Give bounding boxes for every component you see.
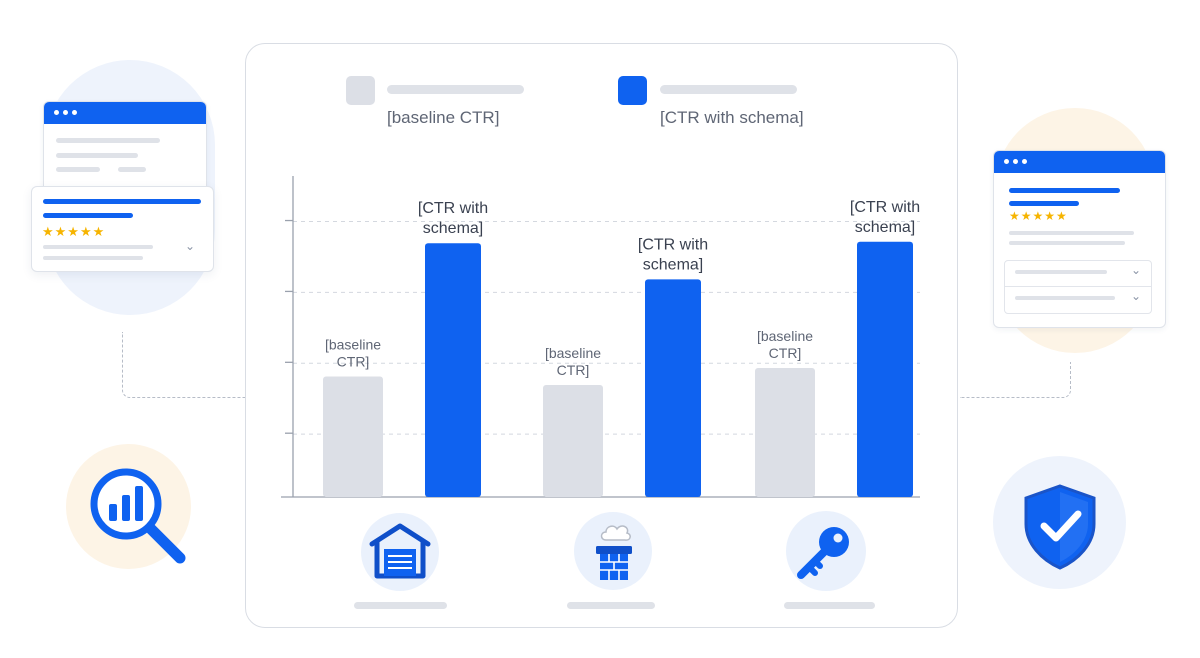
legend-schema-label: [CTR with schema] xyxy=(660,108,804,127)
left-search-result-card: ★★★★★ ⌄ xyxy=(31,186,214,272)
category-3-placeholder-line xyxy=(784,602,875,609)
data-label-baseline-1-line-2: CTR] xyxy=(337,353,370,369)
right-chevron-down-icon-2: ⌄ xyxy=(1131,289,1142,303)
right-window-titlebar xyxy=(994,151,1165,173)
data-label-baseline-3-line-2: CTR] xyxy=(769,345,802,361)
chimney-icon xyxy=(590,518,638,582)
legend-baseline-label: [baseline CTR] xyxy=(387,108,500,127)
data-label-baseline-2-line-2: CTR] xyxy=(557,362,590,378)
left-chevron-down-icon: ⌄ xyxy=(185,239,196,253)
right-browser-window: ★★★★★ ⌄ ⌄ xyxy=(993,150,1166,328)
data-label-schema-2-line-2: schema] xyxy=(643,256,703,273)
right-chevron-down-icon-1: ⌄ xyxy=(1131,263,1142,277)
left-window-titlebar xyxy=(44,102,206,124)
right-dashed-connector xyxy=(960,362,1071,398)
key-icon xyxy=(796,521,856,581)
data-label-schema-3-line-1: [CTR with xyxy=(850,199,920,216)
left-dashed-connector xyxy=(122,332,246,398)
bar-schema-2 xyxy=(645,279,701,497)
legend-baseline-swatch xyxy=(346,76,375,105)
data-label-schema-1-line-2: schema] xyxy=(423,220,483,237)
shield-check-icon xyxy=(1020,482,1100,572)
data-label-schema-2-line-1: [CTR with xyxy=(638,236,708,253)
data-label-baseline-1-line-1: [baseline xyxy=(325,336,381,352)
left-rating-stars: ★★★★★ xyxy=(42,224,106,239)
legend-baseline-placeholder-line xyxy=(387,85,524,94)
bar-baseline-1 xyxy=(323,376,383,497)
bar-baseline-2 xyxy=(543,384,603,497)
data-label-baseline-3-line-1: [baseline xyxy=(757,328,813,344)
data-label-schema-1-line-1: [CTR with xyxy=(418,200,488,217)
right-rating-stars: ★★★★★ xyxy=(1009,209,1068,223)
garage-icon xyxy=(369,522,431,580)
bar-baseline-3 xyxy=(755,367,815,497)
bar-schema-1 xyxy=(425,243,481,497)
legend-schema-placeholder-line xyxy=(660,85,797,94)
bar-schema-3 xyxy=(857,241,913,497)
category-2-placeholder-line xyxy=(567,602,655,609)
data-label-baseline-2-line-1: [baseline xyxy=(545,345,601,361)
search-analytics-icon xyxy=(88,466,188,566)
legend-schema-swatch xyxy=(618,76,647,105)
data-label-schema-3-line-2: schema] xyxy=(855,219,915,236)
category-1-placeholder-line xyxy=(354,602,447,609)
